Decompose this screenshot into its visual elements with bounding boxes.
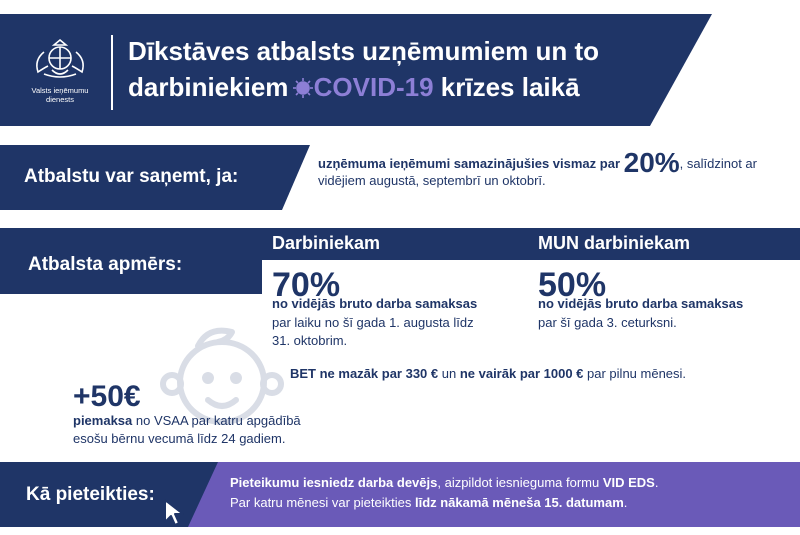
- apply-l1-end: .: [654, 475, 659, 490]
- min-amount: ne mazāk par 330 €: [316, 366, 439, 381]
- condition-banner: [0, 145, 310, 210]
- mun-employee-heading: MUN darbiniekam: [538, 233, 691, 253]
- apply-label: Kā pieteikties:: [26, 484, 155, 505]
- logo-line1: Valsts ieņēmumu: [31, 86, 89, 95]
- condition-bold: uzņēmuma ieņēmumi samazinājušies vismaz …: [318, 156, 624, 171]
- apply-line1: Pieteikumu iesniedz darba devējs, aizpil…: [230, 473, 790, 493]
- covid-label: COVID-19: [313, 72, 434, 102]
- header-banner: [0, 14, 712, 126]
- amount-label: Atbalsta apmērs:: [28, 254, 183, 275]
- max-amount: ne vairāk par 1000 €: [459, 366, 584, 381]
- employee-desc: no vidējās bruto darba samaksas: [272, 296, 478, 311]
- virus-icon: [292, 78, 313, 98]
- child-face-icon: [160, 327, 284, 425]
- limits-and: un: [438, 366, 460, 381]
- page-title-line2: darbiniekiem COVID-19 krīzes laikā: [128, 72, 580, 103]
- condition-rest: , salīdzinot ar vidējiem augustā, septem…: [318, 156, 757, 188]
- limits-line: BET ne mazāk par 330 € un ne vairāk par …: [290, 366, 686, 381]
- apply-text: Pieteikumu iesniedz darba devējs, aizpil…: [230, 473, 790, 513]
- apply-line2: Par katru mēnesi var pieteikties līdz nā…: [230, 493, 790, 513]
- mun-employee-percent: 50%: [538, 266, 607, 304]
- supplement-bold: piemaksa: [73, 413, 133, 428]
- title-text-a: darbiniekiem: [128, 72, 296, 102]
- supplement-desc: piemaksa no VSAA par katru apgādībā esoš…: [73, 412, 323, 448]
- apply-banner: [0, 462, 800, 527]
- limits-end: par pilnu mēnesi.: [583, 366, 687, 381]
- title-text-b: krīzes laikā: [433, 72, 580, 102]
- apply-l1-text: , aizpildot iesnieguma formu: [437, 475, 603, 490]
- employee-heading: Darbiniekam: [272, 233, 381, 253]
- employee-period: par laiku no šī gada 1. augusta līdz 31.…: [272, 315, 474, 348]
- header-divider: [111, 35, 113, 110]
- amount-banner: [0, 228, 800, 294]
- condition-label: Atbalstu var saņemt, ja:: [24, 166, 239, 187]
- apply-l2-bold: līdz nākamā mēneša 15. datumam: [414, 495, 624, 510]
- mun-employee-period: par šī gada 3. ceturksni.: [538, 315, 677, 330]
- logo-caption: Valsts ieņēmumu dienests: [20, 86, 100, 104]
- mun-employee-desc: no vidējās bruto darba samaksas: [538, 296, 744, 311]
- supplement-amount: +50€: [73, 380, 141, 413]
- supplement-text: no VSAA par katru apgādībā esošu bērnu v…: [73, 413, 301, 446]
- logo-line2: dienests: [46, 95, 74, 104]
- apply-l2-text: Par katru mēnesi var pieteikties: [230, 495, 415, 510]
- apply-l2-end: .: [623, 495, 628, 510]
- vid-coat-of-arms-icon: [36, 38, 84, 78]
- condition-text: uzņēmuma ieņēmumi samazinājušies vismaz …: [318, 149, 788, 189]
- apply-l1-bold: Pieteikumu iesniedz darba devējs: [230, 475, 438, 490]
- bet-word: BET: [290, 366, 316, 381]
- condition-percent: 20%: [623, 147, 680, 178]
- page-title-line1: Dīkstāves atbalsts uzņēmumiem un to: [128, 36, 600, 66]
- apply-l1-bold2: VID EDS: [602, 475, 655, 490]
- mouse-cursor-icon: [164, 499, 184, 526]
- employee-percent: 70%: [272, 266, 341, 304]
